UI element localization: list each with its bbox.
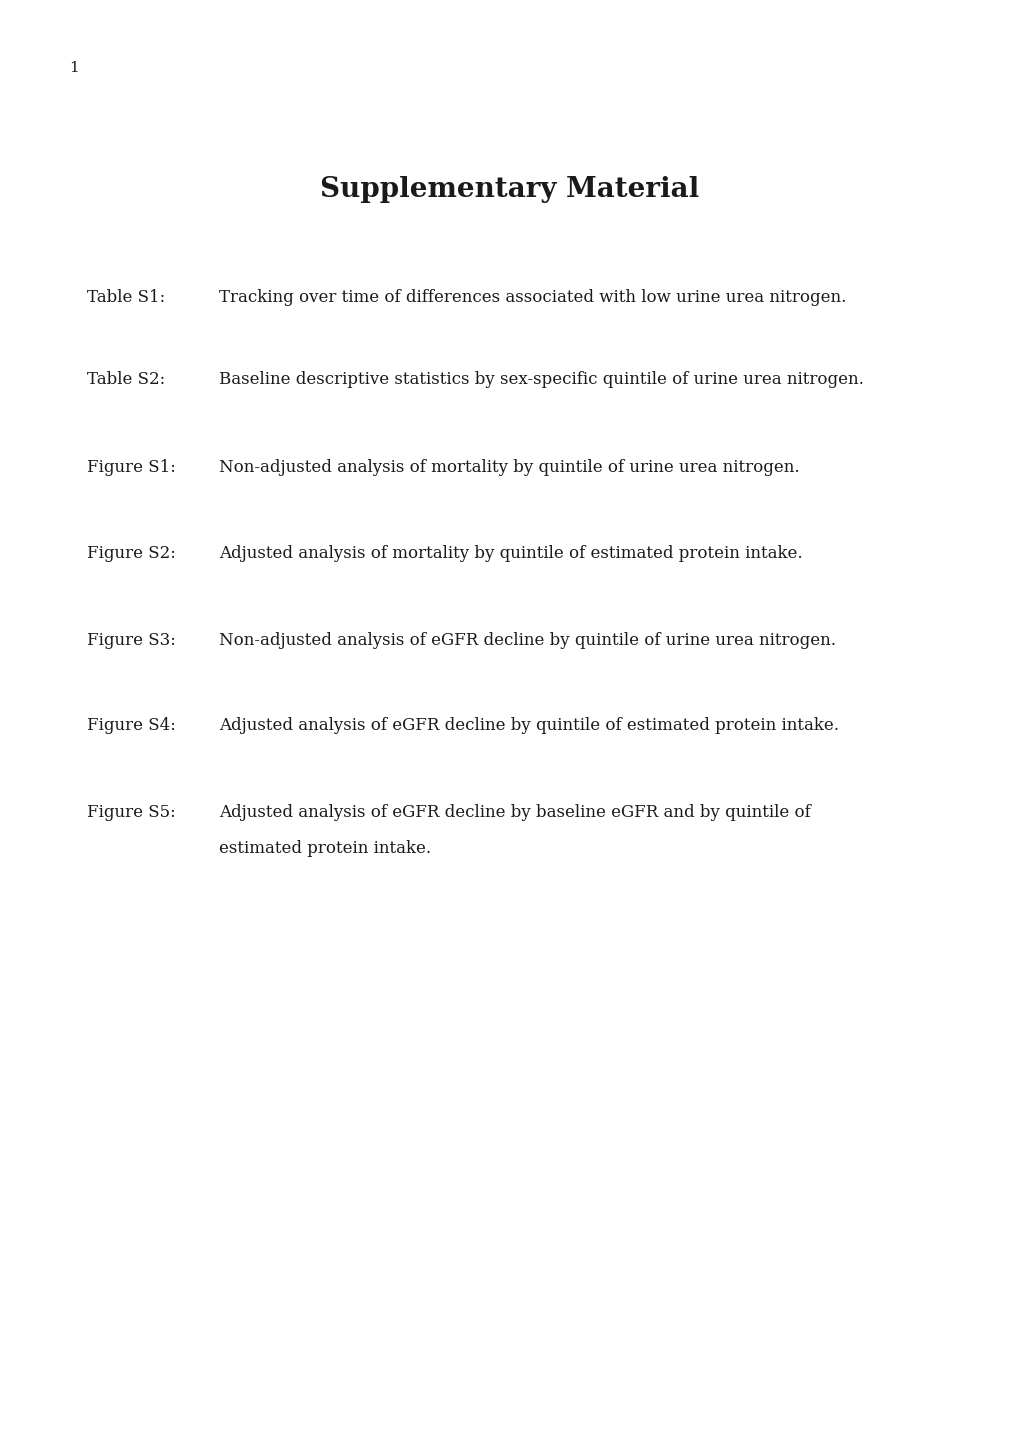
Text: Figure S2:: Figure S2: <box>87 545 175 563</box>
Text: Figure S5:: Figure S5: <box>87 804 175 821</box>
Text: Figure S1:: Figure S1: <box>87 459 175 476</box>
Text: Figure S4:: Figure S4: <box>87 717 175 734</box>
Text: Adjusted analysis of eGFR decline by quintile of estimated protein intake.: Adjusted analysis of eGFR decline by qui… <box>219 717 839 734</box>
Text: 1: 1 <box>69 61 79 75</box>
Text: Adjusted analysis of mortality by quintile of estimated protein intake.: Adjusted analysis of mortality by quinti… <box>219 545 802 563</box>
Text: Supplementary Material: Supplementary Material <box>320 176 699 203</box>
Text: Non-adjusted analysis of eGFR decline by quintile of urine urea nitrogen.: Non-adjusted analysis of eGFR decline by… <box>219 632 836 649</box>
Text: Table S1:: Table S1: <box>87 289 165 306</box>
Text: Tracking over time of differences associated with low urine urea nitrogen.: Tracking over time of differences associ… <box>219 289 846 306</box>
Text: Figure S3:: Figure S3: <box>87 632 175 649</box>
Text: Non-adjusted analysis of mortality by quintile of urine urea nitrogen.: Non-adjusted analysis of mortality by qu… <box>219 459 799 476</box>
Text: Adjusted analysis of eGFR decline by baseline eGFR and by quintile of: Adjusted analysis of eGFR decline by bas… <box>219 804 810 821</box>
Text: Baseline descriptive statistics by sex-specific quintile of urine urea nitrogen.: Baseline descriptive statistics by sex-s… <box>219 371 863 388</box>
Text: estimated protein intake.: estimated protein intake. <box>219 840 431 857</box>
Text: Table S2:: Table S2: <box>87 371 165 388</box>
